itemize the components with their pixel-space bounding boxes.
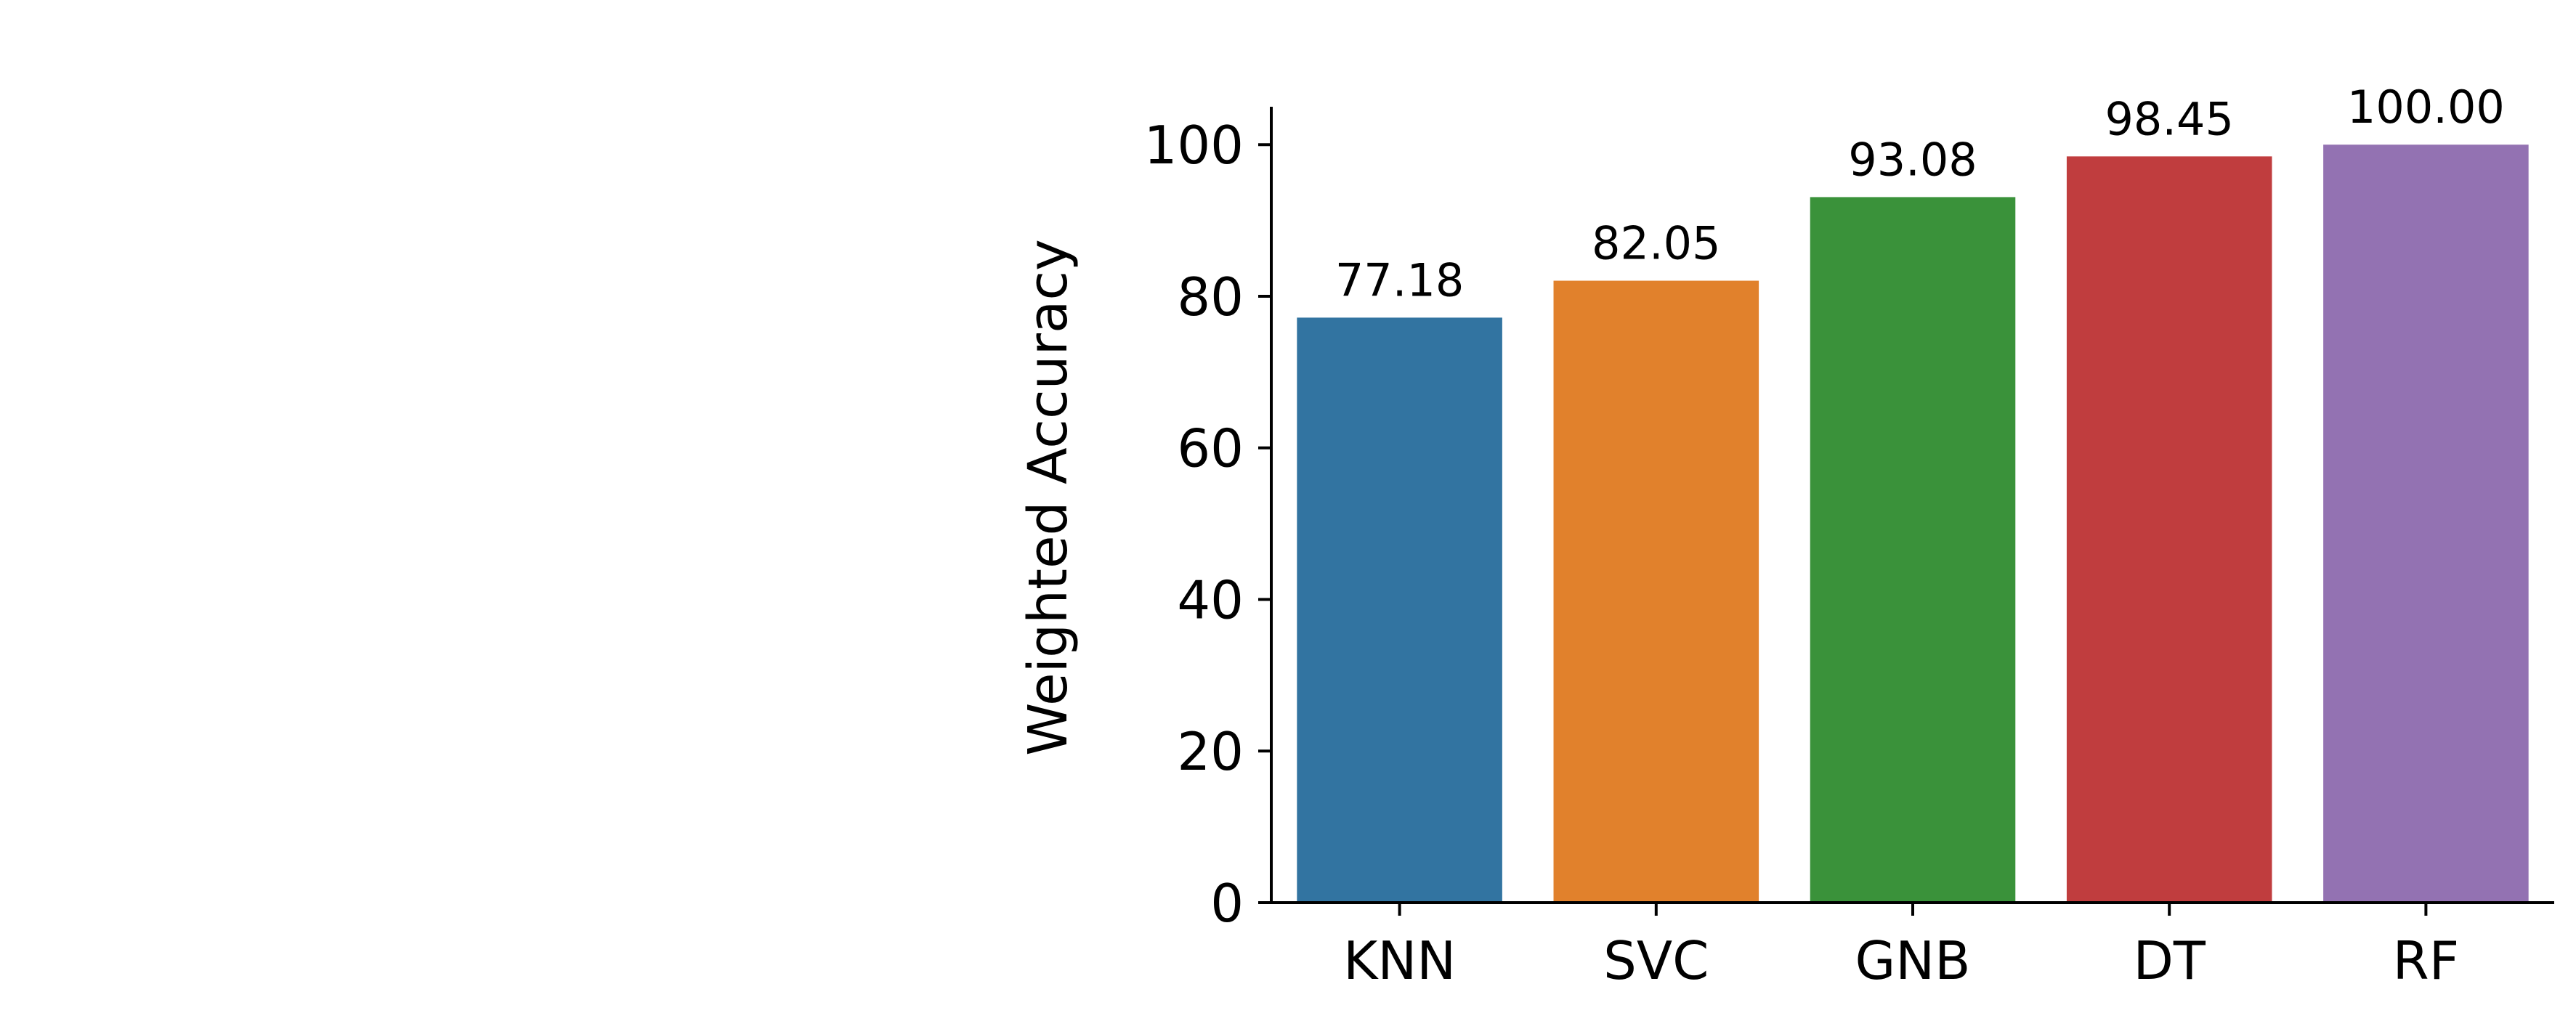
bar-value-label-knn: 77.18 bbox=[1335, 253, 1465, 306]
bar-gnb bbox=[1810, 197, 2016, 903]
bar-value-label-dt: 98.45 bbox=[2105, 92, 2234, 145]
x-tick-label-rf: RF bbox=[2393, 930, 2459, 991]
x-tick-label-svc: SVC bbox=[1603, 930, 1709, 991]
bars-group bbox=[1297, 145, 2529, 903]
x-tick-label-dt: DT bbox=[2133, 930, 2206, 991]
y-tick-label-0: 0 bbox=[1210, 873, 1244, 934]
bar-knn bbox=[1297, 317, 1502, 903]
x-tick-label-gnb: GNB bbox=[1855, 930, 1970, 991]
x-tick-label-knn: KNN bbox=[1343, 930, 1456, 991]
y-tick-label-40: 40 bbox=[1177, 569, 1244, 630]
bar-rf bbox=[2323, 145, 2529, 903]
y-tick-label-20: 20 bbox=[1177, 721, 1244, 782]
y-axis-title: Weighted Accuracy bbox=[1017, 239, 1080, 756]
y-tick-label-100: 100 bbox=[1144, 115, 1244, 176]
bar-value-labels: 77.18 82.05 93.08 98.45 100.00 bbox=[1335, 81, 2505, 306]
bar-svc bbox=[1553, 280, 1759, 903]
y-tick-label-80: 80 bbox=[1177, 267, 1244, 328]
bar-value-label-rf: 100.00 bbox=[2347, 81, 2505, 134]
ticks-group: KNN SVC GNB DT RF 0 20 40 60 80 100 bbox=[1144, 115, 2460, 991]
bar-value-label-svc: 82.05 bbox=[1592, 217, 1721, 270]
bar-value-label-gnb: 93.08 bbox=[1848, 133, 1977, 186]
bar-dt bbox=[2066, 156, 2272, 903]
y-tick-label-60: 60 bbox=[1177, 418, 1244, 479]
